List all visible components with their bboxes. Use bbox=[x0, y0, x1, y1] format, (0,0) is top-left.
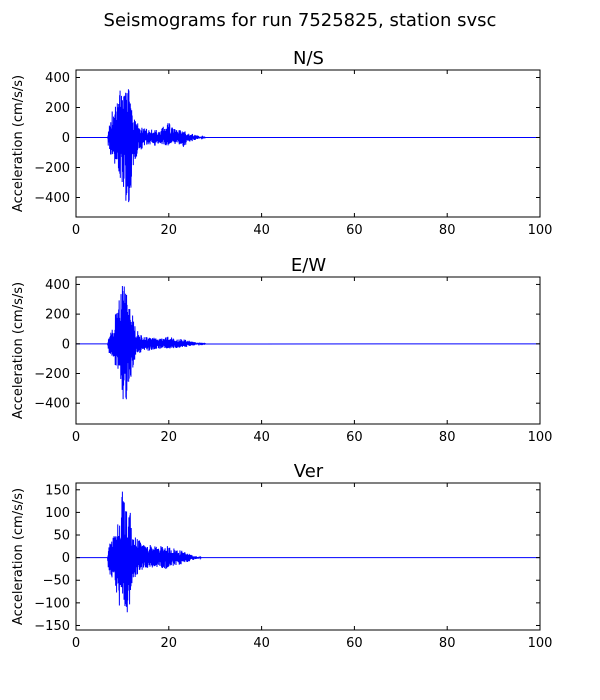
y-tick-label: 150 bbox=[45, 483, 70, 498]
x-tick-label: 20 bbox=[161, 636, 178, 651]
y-tick-label: 0 bbox=[62, 131, 70, 146]
subplot-n-s: 0 20 40 60 80 100 400 200 0 −200 −400 N/S Accelerati… bbox=[11, 48, 552, 238]
y-axis-label: Acceleration (cm/s/s) bbox=[11, 75, 26, 212]
x-tick-label: 0 bbox=[72, 636, 80, 651]
y-tick-label: −150 bbox=[34, 619, 70, 634]
y-tick-label: 200 bbox=[45, 101, 70, 116]
x-tick-label: 40 bbox=[253, 430, 270, 445]
x-tick-label: 80 bbox=[439, 636, 456, 651]
x-tick-label: 40 bbox=[253, 223, 270, 238]
x-tick-label: 20 bbox=[161, 223, 178, 238]
x-tick-label: 80 bbox=[439, 223, 456, 238]
axes-frame bbox=[75, 276, 541, 425]
x-tick-label: 0 bbox=[72, 430, 80, 445]
x-tick-label: 100 bbox=[528, 223, 553, 238]
x-tick-label: 20 bbox=[161, 430, 178, 445]
axes-frame bbox=[75, 69, 541, 218]
x-tick-label: 80 bbox=[439, 430, 456, 445]
trace-line bbox=[76, 286, 540, 400]
subplot-ver: 0 20 40 60 80 100 150 100 50 0 −50 −100 −150 Ver Accel… bbox=[11, 461, 552, 651]
y-tick-label: −100 bbox=[34, 596, 70, 611]
subplot-e-w: 0 20 40 60 80 100 400 200 0 −200 −400 E/W Accelerati… bbox=[11, 255, 552, 445]
y-tick-label: 50 bbox=[53, 529, 70, 544]
y-tick-label: 400 bbox=[45, 71, 70, 86]
y-tick-label: 400 bbox=[45, 278, 70, 293]
y-axis-label: Acceleration (cm/s/s) bbox=[11, 282, 26, 419]
subplot-title: E/W bbox=[291, 255, 326, 276]
y-tick-label: 0 bbox=[62, 337, 70, 352]
x-tick-label: 60 bbox=[346, 636, 363, 651]
trace-line bbox=[76, 491, 540, 613]
y-tick-label: 100 bbox=[45, 506, 70, 521]
y-tick-label: 0 bbox=[62, 551, 70, 566]
x-tick-label: 60 bbox=[346, 223, 363, 238]
y-tick-label: −50 bbox=[43, 574, 70, 589]
x-tick-label: 40 bbox=[253, 636, 270, 651]
y-tick-label: −400 bbox=[34, 397, 70, 412]
x-tick-label: 60 bbox=[346, 430, 363, 445]
y-tick-label: −400 bbox=[34, 191, 70, 206]
figure-title: Seismograms for run 7525825, station svs… bbox=[103, 10, 497, 31]
subplot-title: Ver bbox=[294, 461, 324, 482]
subplot-title: N/S bbox=[293, 48, 324, 69]
y-axis-label: Acceleration (cm/s/s) bbox=[11, 488, 26, 625]
y-tick-label: 200 bbox=[45, 308, 70, 323]
trace-line bbox=[76, 89, 540, 203]
x-tick-label: 100 bbox=[528, 430, 553, 445]
y-tick-label: −200 bbox=[34, 367, 70, 382]
x-tick-label: 0 bbox=[72, 223, 80, 238]
axes-frame bbox=[75, 482, 541, 631]
x-tick-label: 100 bbox=[528, 636, 553, 651]
y-tick-label: −200 bbox=[34, 161, 70, 176]
